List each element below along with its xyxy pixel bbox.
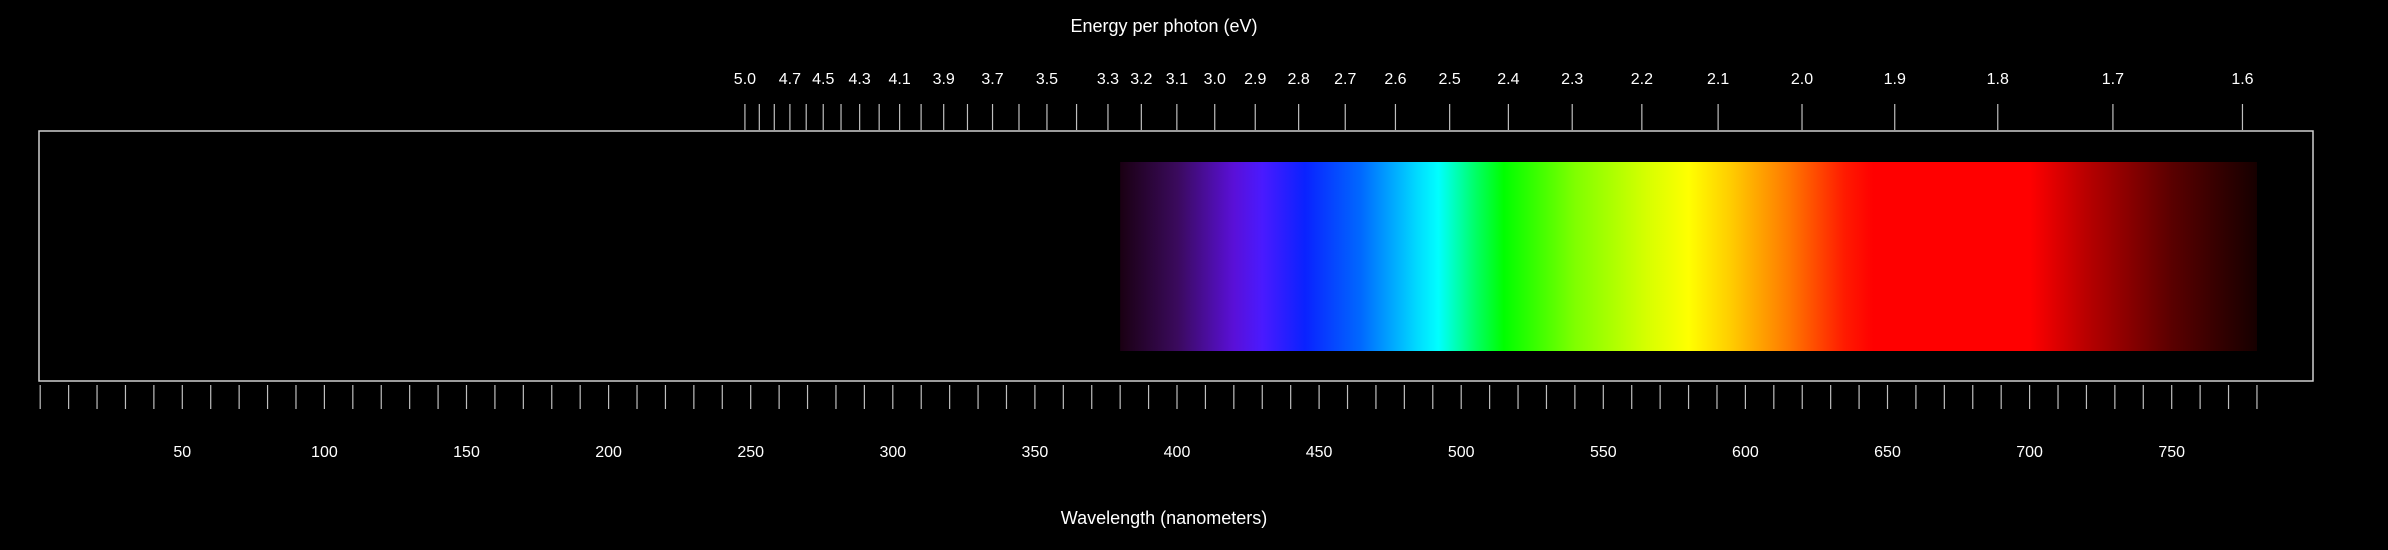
wavelength-tick-label: 650 (1874, 444, 1901, 461)
wavelength-tick-label: 600 (1732, 444, 1759, 461)
energy-tick-label: 1.9 (1884, 71, 1906, 88)
wavelength-tick-label: 250 (737, 444, 764, 461)
wavelength-tick-label: 400 (1164, 444, 1191, 461)
energy-tick-label: 2.6 (1384, 71, 1406, 88)
energy-tick-label: 2.4 (1497, 71, 1519, 88)
energy-tick-label: 3.1 (1166, 71, 1188, 88)
energy-tick-label: 2.3 (1561, 71, 1583, 88)
wavelength-tick-label: 350 (1022, 444, 1049, 461)
energy-tick-label: 5.0 (734, 71, 756, 88)
energy-tick-label: 2.5 (1439, 71, 1461, 88)
energy-tick-label: 3.2 (1130, 71, 1152, 88)
energy-tick-label: 4.3 (849, 71, 871, 88)
energy-axis: 5.0 4.7 4.5 4.3 4.1 3.9 3.7 3.5 3.3 3.2 3.1 3.0 2.9 2… (734, 71, 2254, 130)
visible-spectrum-band (1120, 162, 2257, 351)
wavelength-axis: 50 100 150 200 250 300 350 400 450 500 550 600 650 70… (39, 385, 2258, 461)
wavelength-tick-label: 450 (1306, 444, 1333, 461)
energy-tick-label: 2.1 (1707, 71, 1729, 88)
wavelength-tick-label: 700 (2016, 444, 2043, 461)
wavelength-tick-label: 150 (453, 444, 480, 461)
energy-tick-label: 1.8 (1987, 71, 2009, 88)
wavelength-tick-label: 200 (595, 444, 622, 461)
energy-tick-label: 2.8 (1288, 71, 1310, 88)
wavelength-tick-label: 100 (311, 444, 338, 461)
energy-tick-label: 2.2 (1631, 71, 1653, 88)
energy-tick-label: 4.1 (888, 71, 910, 88)
top-axis-title: Energy per photon (eV) (1070, 16, 1257, 36)
plot-frame (38, 130, 2314, 382)
energy-tick-label: 3.0 (1204, 71, 1226, 88)
energy-tick-label: 3.5 (1036, 71, 1058, 88)
energy-tick-label: 1.6 (2231, 71, 2253, 88)
wavelength-tick-label: 300 (879, 444, 906, 461)
wavelength-tick-label: 550 (1590, 444, 1617, 461)
energy-tick-label: 4.5 (812, 71, 834, 88)
bottom-axis-title: Wavelength (nanometers) (1061, 508, 1267, 528)
energy-tick-label: 3.3 (1097, 71, 1119, 88)
energy-tick-label: 2.0 (1791, 71, 1813, 88)
energy-tick-label: 2.7 (1334, 71, 1356, 88)
energy-tick-label: 3.9 (933, 71, 955, 88)
energy-tick-label: 4.7 (779, 71, 801, 88)
wavelength-tick-label: 50 (173, 444, 191, 461)
energy-tick-label: 1.7 (2102, 71, 2124, 88)
wavelength-tick-label: 750 (2158, 444, 2185, 461)
energy-tick-label: 2.9 (1244, 71, 1266, 88)
energy-tick-label: 3.7 (981, 71, 1003, 88)
wavelength-tick-label: 500 (1448, 444, 1475, 461)
